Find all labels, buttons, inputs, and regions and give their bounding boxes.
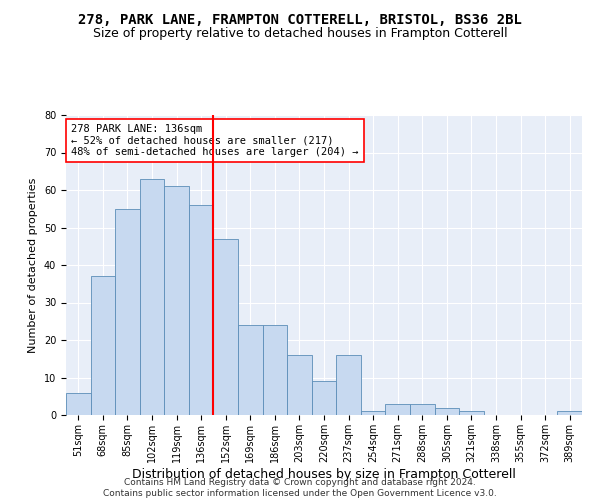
Text: Size of property relative to detached houses in Frampton Cotterell: Size of property relative to detached ho… xyxy=(92,28,508,40)
X-axis label: Distribution of detached houses by size in Frampton Cotterell: Distribution of detached houses by size … xyxy=(132,468,516,480)
Bar xyxy=(164,186,189,415)
Bar xyxy=(263,325,287,415)
Bar xyxy=(410,404,434,415)
Bar xyxy=(312,381,336,415)
Text: 278 PARK LANE: 136sqm
← 52% of detached houses are smaller (217)
48% of semi-det: 278 PARK LANE: 136sqm ← 52% of detached … xyxy=(71,124,359,157)
Bar xyxy=(459,411,484,415)
Bar xyxy=(238,325,263,415)
Bar xyxy=(557,411,582,415)
Bar xyxy=(140,179,164,415)
Bar xyxy=(214,239,238,415)
Text: 278, PARK LANE, FRAMPTON COTTERELL, BRISTOL, BS36 2BL: 278, PARK LANE, FRAMPTON COTTERELL, BRIS… xyxy=(78,12,522,26)
Bar xyxy=(91,276,115,415)
Bar xyxy=(361,411,385,415)
Y-axis label: Number of detached properties: Number of detached properties xyxy=(28,178,38,352)
Bar xyxy=(189,205,214,415)
Bar xyxy=(336,355,361,415)
Bar xyxy=(434,408,459,415)
Bar xyxy=(287,355,312,415)
Bar xyxy=(66,392,91,415)
Bar xyxy=(385,404,410,415)
Text: Contains HM Land Registry data © Crown copyright and database right 2024.
Contai: Contains HM Land Registry data © Crown c… xyxy=(103,478,497,498)
Bar xyxy=(115,209,140,415)
